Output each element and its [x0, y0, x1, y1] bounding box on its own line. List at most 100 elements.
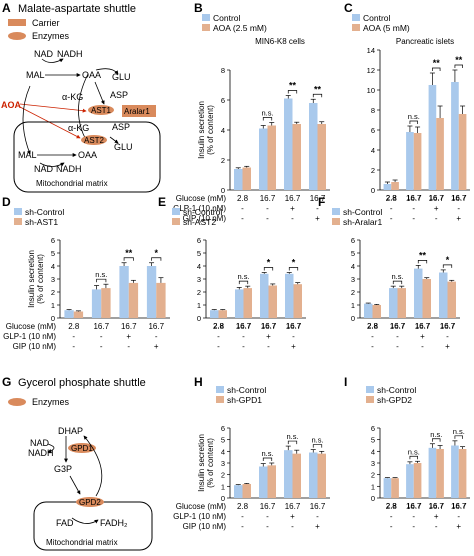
y-tick-label: 3: [197, 275, 201, 284]
bar: [309, 103, 318, 190]
legend-label: AOA (2.5 mM): [213, 23, 267, 33]
condition-value: 16.7: [261, 322, 277, 331]
x-tick-label: 16.7: [451, 193, 466, 202]
legend-swatch: [332, 218, 340, 225]
condition-value: -: [127, 342, 130, 351]
panel-letter: E: [158, 195, 166, 209]
panel-letter: F: [318, 195, 325, 209]
condition-value: -: [435, 214, 438, 223]
legend-swatch: [366, 386, 374, 393]
significance-label: **: [419, 250, 427, 260]
gpd1-enzyme: [68, 443, 96, 453]
significance-bracket: [454, 435, 463, 439]
y-axis-label-unit: (% of content): [206, 105, 215, 155]
bar: [317, 453, 326, 498]
matrix-label: Mitochondrial matrix: [36, 179, 108, 188]
legend-swatch: [352, 24, 360, 31]
condition-value: -: [390, 204, 393, 213]
condition-value: -: [266, 204, 269, 213]
condition-value: 2.8: [386, 194, 398, 203]
legend-label: sh-Control: [343, 207, 382, 217]
bar: [101, 288, 111, 318]
significance-label: n.s.: [286, 432, 298, 441]
y-tick-label: 12: [367, 66, 375, 75]
y-tick-label: 1: [51, 301, 55, 310]
bar: [413, 133, 422, 190]
significance-bracket: [432, 67, 441, 71]
mal2-label: MAL: [18, 150, 37, 160]
condition-value: -: [412, 204, 415, 213]
bar: [372, 305, 381, 318]
y-tick-label: 0: [351, 314, 355, 323]
condition-value: 2.8: [386, 502, 398, 511]
condition-value: 16.7: [285, 194, 301, 203]
bar: [259, 466, 268, 498]
condition-value: +: [266, 332, 271, 341]
condition-value: -: [390, 512, 393, 521]
legend-swatch: [332, 208, 340, 215]
significance-label: *: [446, 255, 450, 265]
condition-value: -: [412, 522, 415, 531]
significance-label: *: [292, 258, 296, 268]
bar: [413, 463, 422, 498]
condition-value: 16.7: [415, 322, 431, 331]
y-tick-label: 0: [197, 314, 201, 323]
condition-value: -: [421, 342, 424, 351]
y-tick-label: 2: [371, 166, 375, 175]
bar: [383, 184, 392, 190]
glu2-label: GLU: [114, 142, 133, 152]
condition-value: -: [72, 332, 75, 341]
legend-label: sh-Aralar1: [343, 217, 382, 227]
condition-value: 16.7: [428, 502, 444, 511]
g3p-label: G3P: [54, 464, 72, 474]
x-tick-label: 16.7: [429, 501, 444, 510]
panel-a-title: Malate-aspartate shuttle: [18, 3, 136, 15]
legend-swatch: [202, 14, 210, 21]
x-tick-label: 16.7: [440, 321, 455, 330]
panel-letter: C: [344, 1, 353, 15]
x-tick-label: 16.7: [261, 321, 276, 330]
legend-label: sh-GPD2: [377, 395, 412, 405]
condition-value: -: [100, 332, 103, 341]
significance-bracket: [454, 64, 463, 68]
condition-value: +: [456, 522, 461, 531]
bar: [267, 125, 276, 190]
significance-bracket: [262, 457, 273, 461]
panel-letter: B: [194, 1, 203, 15]
gpd2-enzyme: [76, 497, 104, 507]
chart-subtitle: Pancreatic islets: [396, 37, 454, 46]
y-tick-label: 0: [371, 494, 375, 503]
y-tick-label: 5: [51, 249, 55, 258]
condition-value: +: [315, 214, 320, 223]
x-tick-label: 16.7: [406, 193, 421, 202]
condition-value: +: [445, 342, 450, 351]
gpd1-label: GPD1: [71, 444, 93, 453]
bar: [317, 124, 326, 190]
significance-bracket: [123, 257, 134, 261]
x-tick-label: 16.7: [429, 193, 444, 202]
bar: [436, 449, 444, 498]
y-tick-label: 5: [221, 436, 225, 445]
condition-row-label: Glucose (mM): [176, 502, 227, 511]
significance-bracket: [417, 260, 428, 264]
x-tick-label: 16.7: [415, 321, 430, 330]
bar: [439, 272, 448, 318]
significance-label: **: [125, 248, 133, 258]
legend-label: sh-Control: [227, 385, 266, 395]
bar: [128, 282, 139, 318]
y-tick-label: 4: [51, 262, 55, 271]
condition-value: 16.7: [260, 502, 276, 511]
significance-label: *: [267, 258, 271, 268]
condition-row-label: GIP (10 nM): [13, 342, 57, 351]
x-tick-label: 2.8: [386, 501, 396, 510]
y-tick-label: 2: [51, 288, 55, 297]
y-tick-label: 5: [371, 436, 375, 445]
bar: [364, 303, 373, 318]
legend-label: sh-Control: [183, 207, 222, 217]
panel-g-diagram: G Gycerol phosphate shuttle Enzymes DHAP…: [2, 375, 153, 551]
condition-value: 16.7: [451, 502, 467, 511]
